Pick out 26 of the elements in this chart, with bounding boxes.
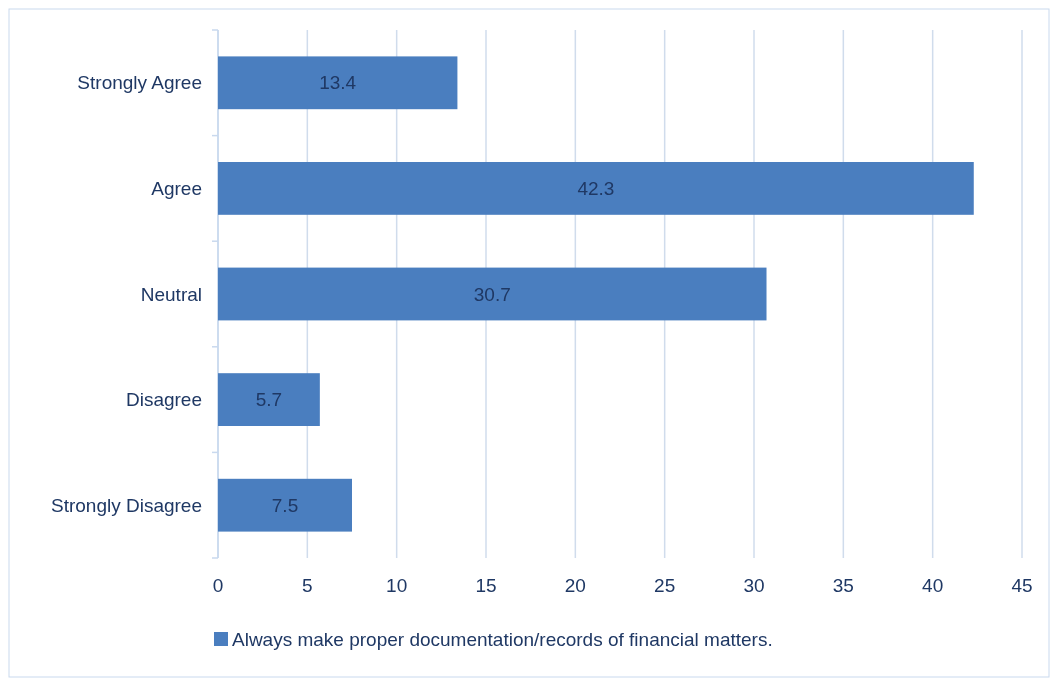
x-tick-label: 15	[475, 575, 497, 596]
data-label: 7.5	[271, 494, 299, 516]
bar	[218, 56, 458, 110]
x-tick-label: 0	[212, 575, 224, 596]
y-tick-label: Neutral	[140, 283, 202, 305]
data-label: 42.3	[577, 178, 615, 200]
y-tick-label: Strongly Disagree	[50, 494, 202, 516]
legend-label: Always make proper documentation/records of financial matters.	[232, 628, 773, 650]
y-tick-label: Agree	[151, 178, 202, 200]
bar	[218, 478, 352, 532]
x-tick-label: 20	[564, 575, 586, 596]
data-label: 13.4	[319, 72, 357, 94]
bar	[218, 162, 974, 215]
x-tick-label: 30	[743, 575, 765, 596]
bar	[218, 267, 767, 321]
y-tick-label: Strongly Agree	[77, 72, 202, 94]
x-tick-label: 35	[832, 575, 854, 596]
x-tick-label: 45	[1011, 575, 1033, 596]
x-tick-label: 40	[922, 575, 944, 596]
bar	[218, 373, 320, 426]
data-label: 5.7	[255, 389, 283, 411]
x-tick-label: 5	[302, 575, 313, 596]
x-tick-label: 10	[386, 575, 408, 596]
x-tick-label: 25	[654, 575, 676, 596]
data-label: 30.7	[473, 283, 511, 305]
y-tick-label: Disagree	[125, 389, 202, 411]
